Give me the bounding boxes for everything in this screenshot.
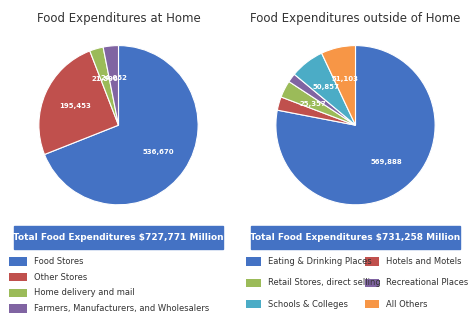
Wedge shape: [289, 74, 356, 125]
Wedge shape: [90, 47, 118, 125]
Text: 25,357: 25,357: [300, 100, 326, 107]
Bar: [365, 279, 379, 287]
Bar: [9, 304, 27, 313]
Text: 21,596: 21,596: [92, 76, 118, 82]
Text: 24,052: 24,052: [100, 75, 128, 81]
Text: Home delivery and mail: Home delivery and mail: [34, 288, 135, 297]
Title: Food Expenditures outside of Home: Food Expenditures outside of Home: [250, 12, 461, 24]
Wedge shape: [281, 82, 356, 125]
Title: Food Expenditures at Home: Food Expenditures at Home: [36, 12, 201, 24]
Text: All Others: All Others: [386, 299, 428, 308]
Text: 50,857: 50,857: [313, 84, 340, 91]
Text: Total Food Expenditures $731,258 Million: Total Food Expenditures $731,258 Million: [250, 233, 461, 242]
Bar: [365, 257, 379, 266]
Text: Total Food Expenditures $727,771 Million: Total Food Expenditures $727,771 Million: [13, 233, 224, 242]
Bar: [246, 300, 261, 308]
Text: Hotels and Motels: Hotels and Motels: [386, 257, 462, 266]
Text: Eating & Drinking Places: Eating & Drinking Places: [268, 257, 372, 266]
Wedge shape: [103, 46, 118, 125]
Wedge shape: [276, 46, 435, 205]
Bar: [365, 300, 379, 308]
Wedge shape: [322, 46, 356, 125]
Text: Retail Stores, direct selling: Retail Stores, direct selling: [268, 278, 381, 287]
Wedge shape: [45, 46, 198, 205]
Text: Food Stores: Food Stores: [34, 257, 83, 266]
Wedge shape: [277, 97, 356, 125]
Bar: [9, 257, 27, 266]
Text: 536,670: 536,670: [142, 149, 174, 155]
Text: 569,888: 569,888: [370, 159, 402, 165]
Bar: [246, 257, 261, 266]
Text: Schools & Colleges: Schools & Colleges: [268, 299, 348, 308]
Text: 51,103: 51,103: [332, 75, 359, 82]
Text: Farmers, Manufacturers, and Wholesalers: Farmers, Manufacturers, and Wholesalers: [34, 304, 210, 313]
Text: 195,453: 195,453: [59, 103, 91, 109]
Bar: [9, 289, 27, 297]
Wedge shape: [39, 51, 118, 154]
Wedge shape: [294, 53, 356, 125]
Text: Recreational Places: Recreational Places: [386, 278, 469, 287]
Text: Other Stores: Other Stores: [34, 273, 87, 282]
Bar: [246, 279, 261, 287]
Bar: [9, 273, 27, 282]
